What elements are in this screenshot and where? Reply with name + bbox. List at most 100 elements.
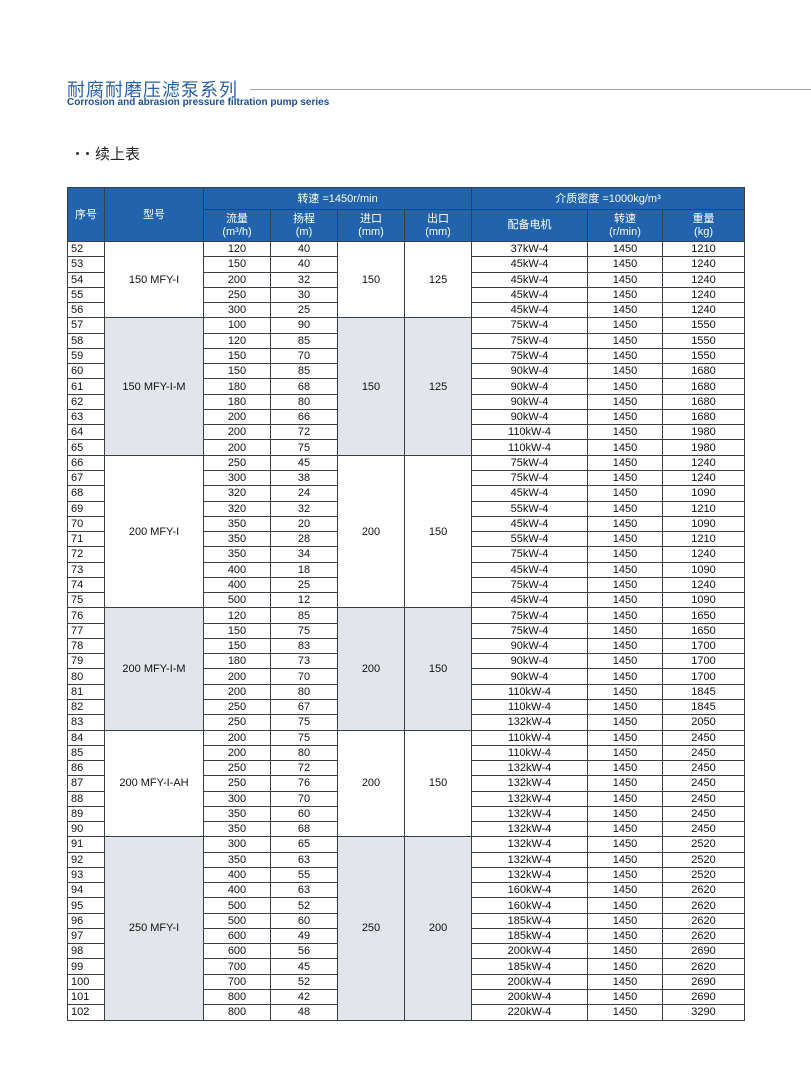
bullet bbox=[86, 152, 89, 155]
weight-cell: 1090 bbox=[662, 515, 746, 533]
speed-cell: 1450 bbox=[587, 347, 664, 365]
speed-cell: 1450 bbox=[587, 302, 664, 319]
head-cell: 85 bbox=[270, 607, 338, 624]
motor-cell: 132kW-4 bbox=[471, 836, 589, 853]
flow-cell: 150 bbox=[203, 637, 271, 655]
header-row: 流量 (m³/h) 扬程 (m) 进口 (mm) 出口 (mm) 配备电机 转速 (r/m… bbox=[68, 209, 746, 242]
speed-cell: 1450 bbox=[587, 683, 664, 700]
speed-cell: 1450 bbox=[587, 790, 664, 807]
head-cell: 72 bbox=[270, 424, 338, 441]
head-cell: 55 bbox=[270, 866, 338, 884]
head-cell: 75 bbox=[270, 729, 338, 746]
speed-cell: 1450 bbox=[587, 607, 664, 624]
weight-cell: 2450 bbox=[662, 775, 746, 792]
seq-cell: 81 bbox=[67, 683, 105, 700]
motor-cell: 55kW-4 bbox=[471, 531, 589, 548]
weight-cell: 1680 bbox=[662, 408, 746, 426]
flow-cell: 200 bbox=[203, 439, 271, 456]
inlet-cell: 200 bbox=[337, 607, 405, 731]
motor-cell: 90kW-4 bbox=[471, 378, 589, 395]
table-row: 101 800 42 200kW-4 1450 2690 bbox=[67, 989, 746, 1006]
speed-cell: 1450 bbox=[587, 897, 664, 914]
table-row: 88 300 70 132kW-4 1450 2450 bbox=[67, 790, 746, 807]
inlet-cell: 250 bbox=[337, 836, 405, 1021]
table-row: 102 800 48 220kW-4 1450 3290 bbox=[67, 1004, 746, 1021]
seq-cell: 90 bbox=[67, 821, 105, 838]
inlet-cell: 150 bbox=[337, 240, 405, 319]
flow-cell: 120 bbox=[203, 607, 271, 624]
flow-cell: 150 bbox=[203, 363, 271, 380]
weight-cell: 1240 bbox=[662, 546, 746, 563]
head-cell: 65 bbox=[270, 836, 338, 853]
inlet-cell: 200 bbox=[337, 729, 405, 838]
header-cell: 序号 bbox=[67, 187, 105, 242]
speed-cell: 1450 bbox=[587, 454, 664, 471]
speed-cell: 1450 bbox=[587, 256, 664, 273]
motor-cell: 75kW-4 bbox=[471, 622, 589, 639]
weight-cell: 1845 bbox=[662, 683, 746, 700]
head-cell: 40 bbox=[270, 256, 338, 273]
head-cell: 42 bbox=[270, 989, 338, 1006]
seq-cell: 57 bbox=[67, 317, 105, 334]
speed-cell: 1450 bbox=[587, 805, 664, 823]
weight-cell: 1240 bbox=[662, 256, 746, 273]
model-cell: 250 MFY-I bbox=[104, 836, 204, 1021]
table-row: 78 150 83 90kW-4 1450 1700 bbox=[67, 637, 746, 655]
head-cell: 72 bbox=[270, 760, 338, 777]
table-row: 97 600 49 185kW-4 1450 2620 bbox=[67, 927, 746, 945]
flow-cell: 400 bbox=[203, 866, 271, 884]
inlet-cell: 200 bbox=[337, 454, 405, 609]
head-cell: 32 bbox=[270, 271, 338, 288]
head-cell: 83 bbox=[270, 637, 338, 655]
head-cell: 34 bbox=[270, 546, 338, 563]
seq-cell: 52 bbox=[67, 240, 105, 258]
flow-cell: 250 bbox=[203, 775, 271, 792]
table-row: 76 200 MFY-I-M 120 85 200 150 75kW-4 1450 1650 bbox=[67, 607, 746, 731]
seq-cell: 53 bbox=[67, 256, 105, 273]
seq-cell: 75 bbox=[67, 592, 105, 609]
seq-cell: 59 bbox=[67, 347, 105, 365]
seq-cell: 77 bbox=[67, 622, 105, 639]
weight-cell: 2050 bbox=[662, 714, 746, 731]
motor-cell: 200kW-4 bbox=[471, 943, 589, 960]
motor-cell: 90kW-4 bbox=[471, 363, 589, 380]
flow-cell: 100 bbox=[203, 317, 271, 334]
header-cell: 扬程 (m) bbox=[270, 209, 338, 242]
weight-cell: 2450 bbox=[662, 805, 746, 823]
weight-cell: 1700 bbox=[662, 653, 746, 670]
weight-cell: 1700 bbox=[662, 668, 746, 685]
model-cell: 150 MFY-I bbox=[104, 240, 204, 319]
head-cell: 75 bbox=[270, 622, 338, 639]
head-cell: 30 bbox=[270, 286, 338, 304]
head-cell: 52 bbox=[270, 897, 338, 914]
seq-cell: 62 bbox=[67, 393, 105, 410]
flow-cell: 300 bbox=[203, 836, 271, 853]
head-cell: 80 bbox=[270, 683, 338, 700]
weight-cell: 2450 bbox=[662, 821, 746, 838]
motor-cell: 45kW-4 bbox=[471, 515, 589, 533]
head-cell: 67 bbox=[270, 698, 338, 716]
motor-cell: 45kW-4 bbox=[471, 271, 589, 288]
motor-cell: 55kW-4 bbox=[471, 500, 589, 517]
header-cell: 转速 (r/min) bbox=[587, 209, 664, 242]
table-row: 89 350 60 132kW-4 1450 2450 bbox=[67, 805, 746, 823]
flow-cell: 120 bbox=[203, 240, 271, 258]
flow-cell: 200 bbox=[203, 729, 271, 746]
flow-cell: 250 bbox=[203, 760, 271, 777]
seq-cell: 101 bbox=[67, 989, 105, 1006]
head-cell: 76 bbox=[270, 775, 338, 792]
flow-cell: 120 bbox=[203, 332, 271, 349]
seq-cell: 92 bbox=[67, 851, 105, 868]
table-row: 98 600 56 200kW-4 1450 2690 bbox=[67, 943, 746, 960]
weight-cell: 1240 bbox=[662, 302, 746, 319]
weight-cell: 2520 bbox=[662, 836, 746, 853]
header-text: 重量 bbox=[692, 212, 715, 225]
speed-cell: 1450 bbox=[587, 698, 664, 716]
flow-cell: 200 bbox=[203, 683, 271, 700]
motor-cell: 132kW-4 bbox=[471, 821, 589, 838]
table-row: 96 500 60 185kW-4 1450 2620 bbox=[67, 912, 746, 929]
motor-cell: 132kW-4 bbox=[471, 790, 589, 807]
weight-cell: 2620 bbox=[662, 912, 746, 929]
motor-cell: 45kW-4 bbox=[471, 561, 589, 578]
flow-cell: 180 bbox=[203, 378, 271, 395]
